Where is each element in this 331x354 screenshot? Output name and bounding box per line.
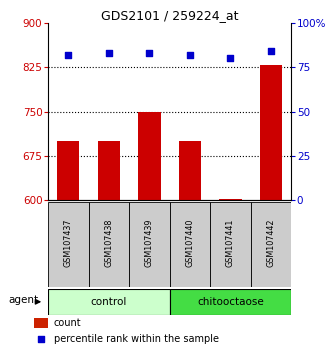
Text: GSM107439: GSM107439 bbox=[145, 218, 154, 267]
Text: chitooctaose: chitooctaose bbox=[197, 297, 264, 307]
Bar bbox=[138, 112, 161, 200]
Bar bbox=[210, 202, 251, 287]
Title: GDS2101 / 259224_at: GDS2101 / 259224_at bbox=[101, 9, 238, 22]
Text: GSM107440: GSM107440 bbox=[185, 218, 194, 267]
Text: count: count bbox=[54, 318, 81, 329]
Text: percentile rank within the sample: percentile rank within the sample bbox=[54, 334, 218, 344]
Bar bbox=[98, 141, 120, 200]
Point bbox=[268, 48, 274, 54]
Bar bbox=[48, 289, 169, 315]
Point bbox=[147, 50, 152, 56]
Point bbox=[39, 336, 44, 342]
Text: GSM107441: GSM107441 bbox=[226, 218, 235, 267]
Bar bbox=[260, 65, 282, 200]
Bar bbox=[129, 202, 169, 287]
Point bbox=[66, 52, 71, 58]
Text: GSM107442: GSM107442 bbox=[266, 218, 275, 267]
Bar bbox=[169, 289, 291, 315]
Bar bbox=[88, 202, 129, 287]
Bar bbox=[219, 199, 242, 200]
Bar bbox=[251, 202, 291, 287]
Bar bbox=[48, 202, 88, 287]
Text: GSM107438: GSM107438 bbox=[104, 218, 113, 267]
Bar bbox=[57, 141, 79, 200]
Bar bbox=[169, 202, 210, 287]
Point bbox=[106, 50, 112, 56]
Text: GSM107437: GSM107437 bbox=[64, 218, 73, 267]
Point bbox=[187, 52, 193, 58]
Point bbox=[228, 56, 233, 61]
Bar bbox=[179, 141, 201, 200]
Bar bbox=[34, 318, 48, 329]
Text: control: control bbox=[91, 297, 127, 307]
Text: agent: agent bbox=[9, 296, 39, 306]
